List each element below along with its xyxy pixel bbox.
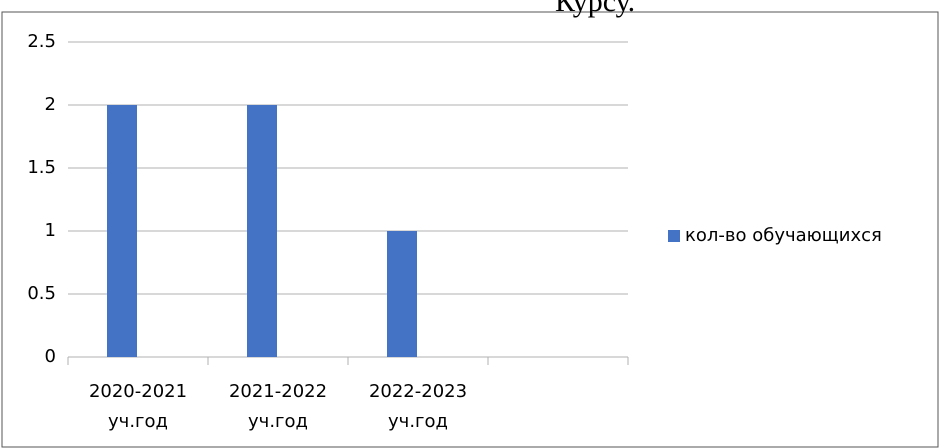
y-tick-label: 1 [45, 220, 56, 241]
y-tick-label: 0.5 [27, 283, 56, 304]
x-tick-label: 2022-2023 уч.год [369, 381, 467, 432]
x-tick-label: 2021-2022 уч.год [229, 381, 327, 432]
legend-swatch [668, 230, 680, 242]
bar [387, 231, 417, 357]
y-tick-label: 2.5 [27, 31, 56, 52]
legend-label: кол-во обучающихся [685, 225, 882, 246]
x-tick-label: 2020-2021 уч.год [89, 381, 187, 432]
caption: Курсу. [555, 0, 635, 18]
y-tick-label: 2 [45, 94, 56, 115]
bar [107, 105, 137, 357]
bar [247, 105, 277, 357]
chart-frame [1, 11, 939, 448]
y-tick-label: 0 [45, 346, 56, 367]
y-tick-label: 1.5 [27, 157, 56, 178]
